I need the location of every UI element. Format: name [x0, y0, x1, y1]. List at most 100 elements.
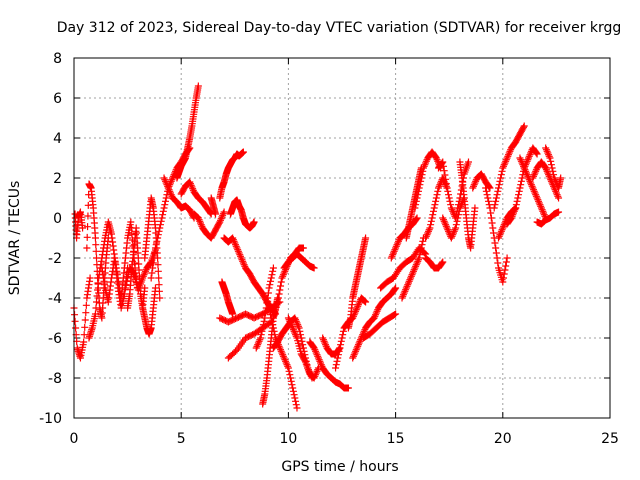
data-point — [370, 314, 378, 322]
data-point — [161, 176, 169, 184]
data-point — [495, 234, 503, 242]
data-point — [492, 249, 500, 257]
data-point — [147, 274, 155, 282]
data-point — [234, 246, 242, 254]
data-point — [392, 310, 400, 318]
data-point — [154, 261, 162, 269]
data-point — [502, 156, 510, 164]
data-point — [423, 231, 431, 239]
data-point — [354, 342, 362, 350]
data-point — [497, 229, 505, 237]
data-point — [269, 267, 277, 275]
data-point — [352, 306, 360, 314]
data-point — [536, 201, 544, 209]
data-point — [160, 174, 168, 182]
data-point — [447, 201, 455, 209]
data-point — [517, 156, 525, 164]
data-point — [417, 174, 425, 182]
data-point — [129, 269, 137, 277]
data-point — [265, 284, 273, 292]
data-point — [310, 374, 318, 382]
data-point — [418, 171, 426, 179]
data-point — [279, 271, 287, 279]
data-point — [320, 337, 328, 345]
data-point — [427, 217, 435, 225]
data-point — [444, 226, 452, 234]
data-point — [164, 184, 172, 192]
data-point — [292, 397, 300, 405]
data-point — [157, 217, 165, 225]
data-point — [233, 244, 241, 252]
data-point — [290, 391, 298, 399]
data-point — [524, 156, 532, 164]
data-point — [86, 274, 94, 282]
data-point — [552, 189, 560, 197]
data-point — [514, 194, 522, 202]
data-point — [409, 267, 417, 275]
data-point — [523, 171, 531, 179]
data-point — [542, 146, 550, 154]
data-point — [322, 341, 330, 349]
data-point — [278, 349, 286, 357]
data-point — [420, 162, 428, 170]
data-point — [543, 147, 551, 155]
data-point — [150, 254, 158, 262]
data-point — [332, 361, 340, 369]
data-point — [532, 167, 540, 175]
data-point — [194, 214, 202, 222]
data-point — [537, 204, 545, 212]
data-point — [422, 232, 430, 240]
data-point — [421, 161, 429, 169]
data-point — [521, 166, 529, 174]
data-point — [186, 178, 194, 186]
data-point — [141, 267, 149, 275]
data-point — [220, 208, 228, 216]
data-point — [443, 224, 451, 232]
data-point — [404, 281, 412, 289]
data-point — [489, 224, 497, 232]
data-point — [482, 184, 490, 192]
data-point — [438, 159, 446, 167]
data-point — [441, 219, 449, 227]
data-point — [408, 271, 416, 279]
data-point — [410, 266, 418, 274]
data-point — [443, 184, 451, 192]
data-point — [261, 314, 269, 322]
data-point — [530, 187, 538, 195]
data-point — [518, 159, 526, 167]
data-point — [339, 327, 347, 335]
data-point — [140, 271, 148, 279]
data-point — [259, 324, 267, 332]
data-point — [127, 218, 135, 226]
data-series-s17 — [227, 196, 258, 232]
data-point — [292, 317, 300, 325]
data-point — [509, 211, 517, 219]
data-point — [286, 371, 294, 379]
data-point — [155, 274, 163, 282]
data-point — [417, 177, 425, 185]
y-tick-label: 6 — [53, 91, 62, 107]
data-point — [554, 192, 562, 200]
data-point — [542, 164, 550, 172]
data-point — [535, 199, 543, 207]
data-point — [196, 219, 204, 227]
chart-title: Day 312 of 2023, Sidereal Day-to-day VTE… — [57, 20, 622, 36]
data-point — [334, 351, 342, 359]
x-tick-label: 15 — [387, 431, 405, 447]
plot-frame — [73, 57, 611, 419]
data-point — [496, 231, 504, 239]
data-point — [442, 222, 450, 230]
data-point — [336, 344, 344, 352]
x-tick-label: 0 — [70, 431, 79, 447]
data-point — [494, 187, 502, 195]
data-point — [275, 290, 283, 298]
data-point — [337, 337, 345, 345]
data-point — [495, 232, 503, 240]
data-point — [362, 234, 370, 242]
data-point — [139, 272, 147, 280]
data-series-s2 — [71, 208, 87, 242]
data-point — [82, 309, 90, 317]
data-point — [314, 354, 322, 362]
data-point — [151, 284, 159, 292]
